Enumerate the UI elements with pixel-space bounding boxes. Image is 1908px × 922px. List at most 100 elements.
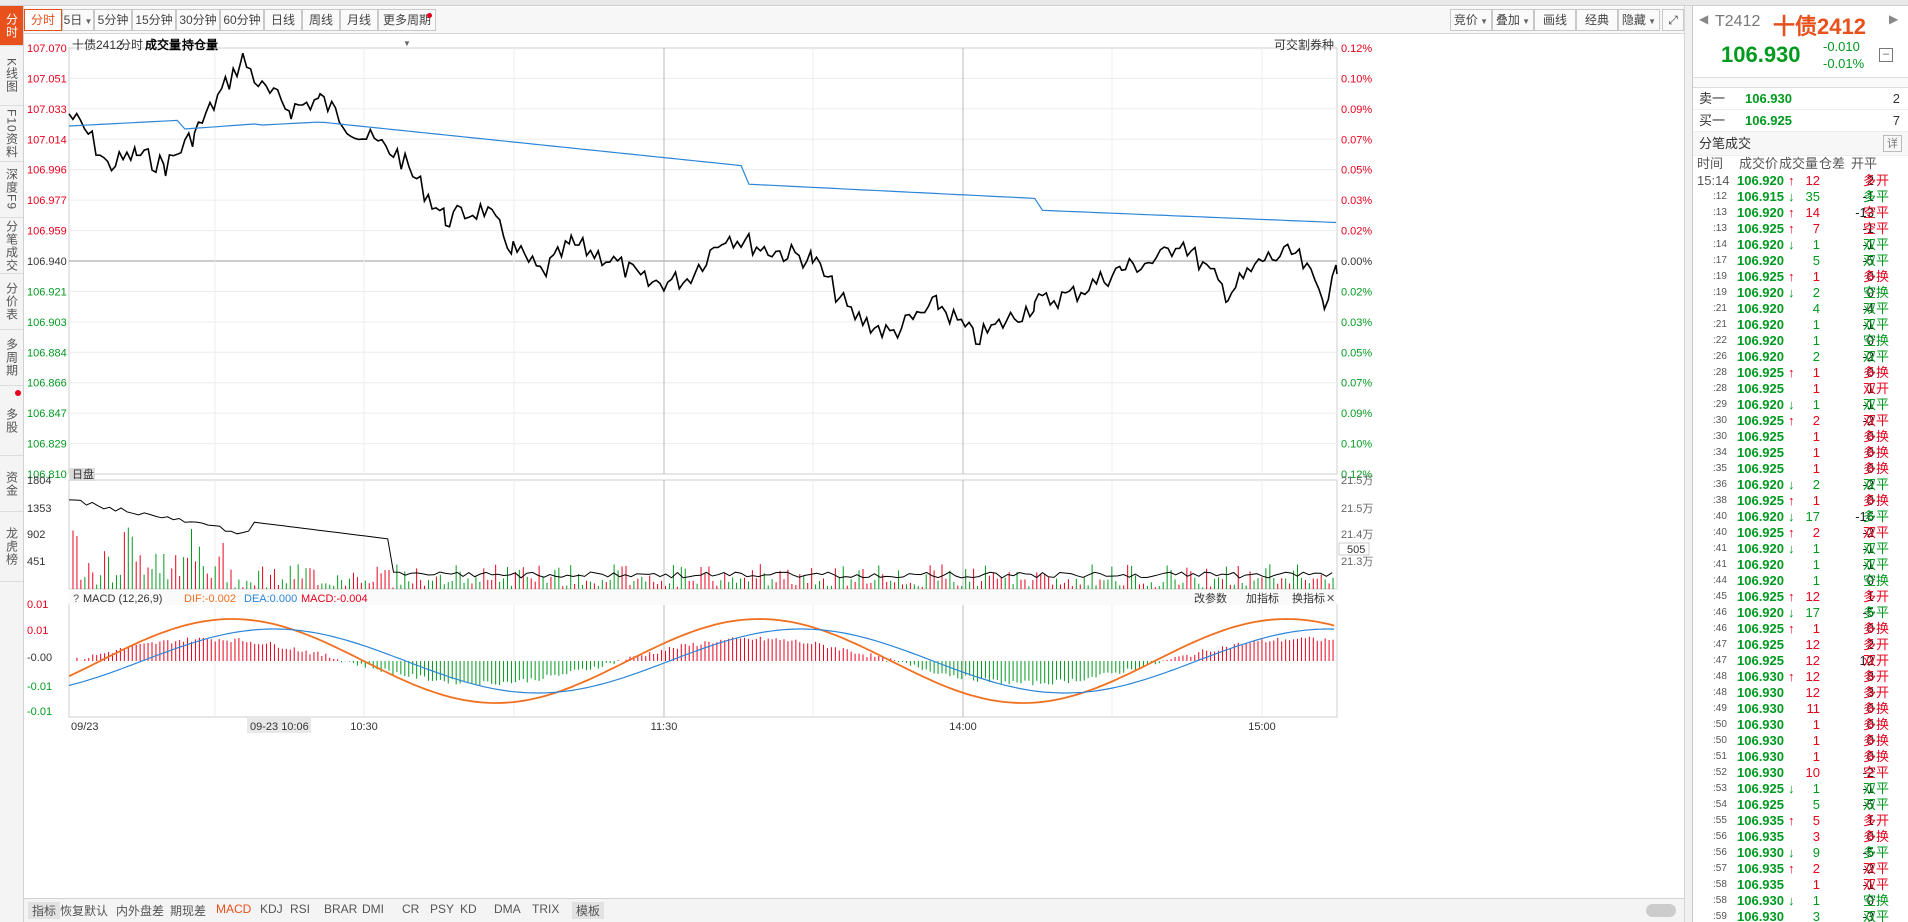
period-btn-0[interactable]: 分时 (24, 9, 62, 31)
chart-tab-2[interactable]: 持仓量 (182, 37, 218, 52)
prev-arrow-icon[interactable]: ◀ (1699, 12, 1709, 26)
ticks-header: 时间 成交价 成交量 仓差 开平 (1697, 156, 1878, 171)
indicator-tab-8[interactable]: DMI (362, 902, 384, 916)
indicator-tab-10[interactable]: PSY (430, 902, 455, 916)
y-tick-right: 0.07% (1341, 378, 1372, 390)
tool-btn-0[interactable]: 竞价 ▼ (1450, 9, 1492, 31)
fullscreen-icon[interactable]: ⤢ (1662, 9, 1684, 31)
indicator-tab-1[interactable]: 恢复默认 (60, 904, 109, 918)
indicator-tab-2[interactable]: 内外盘差 (116, 904, 165, 918)
arrow-down-icon: ↓ (1788, 845, 1795, 860)
indicator-tab-5[interactable]: KDJ (260, 902, 283, 916)
tick-row: :56 106.935 3 0 多换 (1713, 829, 1890, 844)
indicator-tab-13[interactable]: TRIX (532, 902, 560, 916)
detail-button[interactable]: 详 (1883, 135, 1902, 152)
minimize-icon[interactable]: – (1879, 48, 1893, 62)
chart-tab-1[interactable]: 成交量 (145, 37, 181, 52)
y-tick-left: 106.903 (27, 317, 67, 329)
indicator-tab-6[interactable]: RSI (290, 902, 311, 916)
panel-splitter[interactable] (1684, 6, 1692, 922)
next-arrow-icon[interactable]: ▶ (1889, 12, 1899, 26)
tool-btn-4[interactable]: 隐藏 ▼ (1618, 9, 1660, 31)
ticks-title-row: 分笔成交 详 (1693, 132, 1908, 156)
indicator-tab-4[interactable]: MACD (216, 902, 252, 916)
dea-line (68, 628, 1335, 694)
indicator-tab-14[interactable]: 模板 (572, 902, 605, 919)
toggle-switch[interactable] (1646, 904, 1676, 917)
tool-btn-2[interactable]: 画线 (1534, 9, 1576, 31)
vtab-5[interactable]: 分价表 (0, 274, 23, 330)
period-btn-4[interactable]: 30分钟 (176, 9, 220, 31)
macd-btn-0[interactable]: 改参数 (1194, 591, 1227, 605)
x-tick: 11:30 (651, 721, 678, 733)
vtab-2[interactable]: F10资料 (0, 106, 23, 162)
vtab-8[interactable]: 资金 (0, 456, 23, 512)
average-line (68, 119, 1337, 224)
arrow-down-icon: ↓ (1788, 189, 1795, 204)
vol-tick-left: 1804 (27, 475, 51, 487)
y-tick-right: 0.10% (1341, 439, 1372, 451)
y-tick-right: 0.12% (1341, 469, 1372, 481)
vtab-3[interactable]: 深度F9 (0, 162, 23, 218)
vtab-label: 分笔成交 (4, 219, 19, 272)
vtab-7[interactable]: 多股 (0, 386, 23, 456)
indicator-tab-12[interactable]: DMA (494, 902, 521, 916)
period-btn-5[interactable]: 60分钟 (220, 9, 264, 31)
vtab-1[interactable]: K线图 (0, 46, 23, 106)
period-btn-8[interactable]: 月线 (340, 9, 378, 31)
tick-row: :30 106.925 1 0 多换 (1713, 429, 1890, 444)
macd-btn-2[interactable]: 换指标 (1292, 591, 1325, 605)
tick-row: :51 106.930 1 0 多换 (1713, 749, 1890, 764)
quote-change: -0.010 (1823, 39, 1860, 54)
close-icon[interactable]: ✕ (1326, 593, 1335, 605)
indicator-tab-3[interactable]: 期现差 (170, 904, 207, 918)
chart-tab-0[interactable]: 分时 (119, 38, 143, 52)
tick-row: :21 106.920 1 -1 双平 (1713, 317, 1890, 332)
top-menu-strip (0, 0, 1908, 6)
macd-btn-1[interactable]: 加指标 (1246, 591, 1279, 605)
arrow-up-icon: ↑ (1788, 861, 1795, 876)
vtab-0[interactable]: 分时 (0, 6, 23, 46)
period-btn-1[interactable]: 5日 ▼ (62, 9, 94, 31)
chart-title: 十债2412 (72, 38, 123, 52)
indicator-tab-7[interactable]: BRAR (324, 902, 358, 916)
vtab-4[interactable]: 分笔成交 (0, 218, 23, 274)
y-tick-right: 0.05% (1341, 347, 1372, 359)
vol-tick-left: 1353 (27, 503, 51, 515)
vtab-6[interactable]: 多周期 (0, 330, 23, 386)
ticks-table[interactable]: 时间 成交价 成交量 仓差 开平 15:14 106.920 ↑ 12 2 多开:12 106.915… (1693, 156, 1908, 922)
period-btn-9[interactable]: 更多周期 ▼ (378, 9, 436, 48)
arrow-up-icon: ↑ (1788, 493, 1795, 508)
tick-row: 15:14 106.920 ↑ 12 2 多开 (1697, 173, 1890, 188)
period-btn-3[interactable]: 15分钟 (132, 9, 176, 31)
y-tick-left: 106.940 (27, 256, 67, 268)
tick-row: :21 106.920 4 -4 双平 (1713, 301, 1890, 316)
tool-btn-1[interactable]: 叠加 ▼ (1492, 9, 1534, 31)
chevron-down-icon: ▼ (82, 17, 93, 26)
tick-row: :44 106.920 1 0 空换 (1713, 573, 1890, 588)
chevron-down-icon: ▼ (1477, 17, 1489, 26)
y-tick-left: 106.866 (27, 378, 67, 390)
tick-row: :49 106.930 11 0 多换 (1713, 701, 1890, 716)
dif-line (68, 618, 1335, 704)
indicator-tab-9[interactable]: CR (402, 902, 420, 916)
tick-row: :35 106.925 1 0 多换 (1713, 461, 1890, 476)
period-btn-2[interactable]: 5分钟 (94, 9, 132, 31)
vtab-9[interactable]: 龙虎榜 (0, 512, 23, 582)
indicator-tab-11[interactable]: KD (460, 902, 477, 916)
help-icon[interactable]: ? (73, 593, 79, 605)
period-btn-7[interactable]: 周线 (302, 9, 340, 31)
tick-row: :57 106.935 ↑ 2 -2 双平 (1713, 861, 1890, 876)
period-btn-6[interactable]: 日线 (264, 9, 302, 31)
y-tick-left: 107.033 (27, 104, 67, 116)
tick-row: :34 106.925 1 0 多换 (1713, 445, 1890, 460)
tick-row: :41 106.920 1 -1 双平 (1713, 557, 1890, 572)
macd-value: MACD:-0.004 (301, 593, 368, 605)
y-tick-right: 0.12% (1341, 43, 1372, 55)
tick-row: :28 106.925 ↑ 1 0 多换 (1713, 365, 1890, 380)
tool-btn-3[interactable]: 经典 (1576, 9, 1618, 31)
deliverable-bonds-link[interactable]: 可交割券种 (1274, 37, 1334, 52)
indicator-tab-0[interactable]: 指标 (28, 902, 61, 919)
